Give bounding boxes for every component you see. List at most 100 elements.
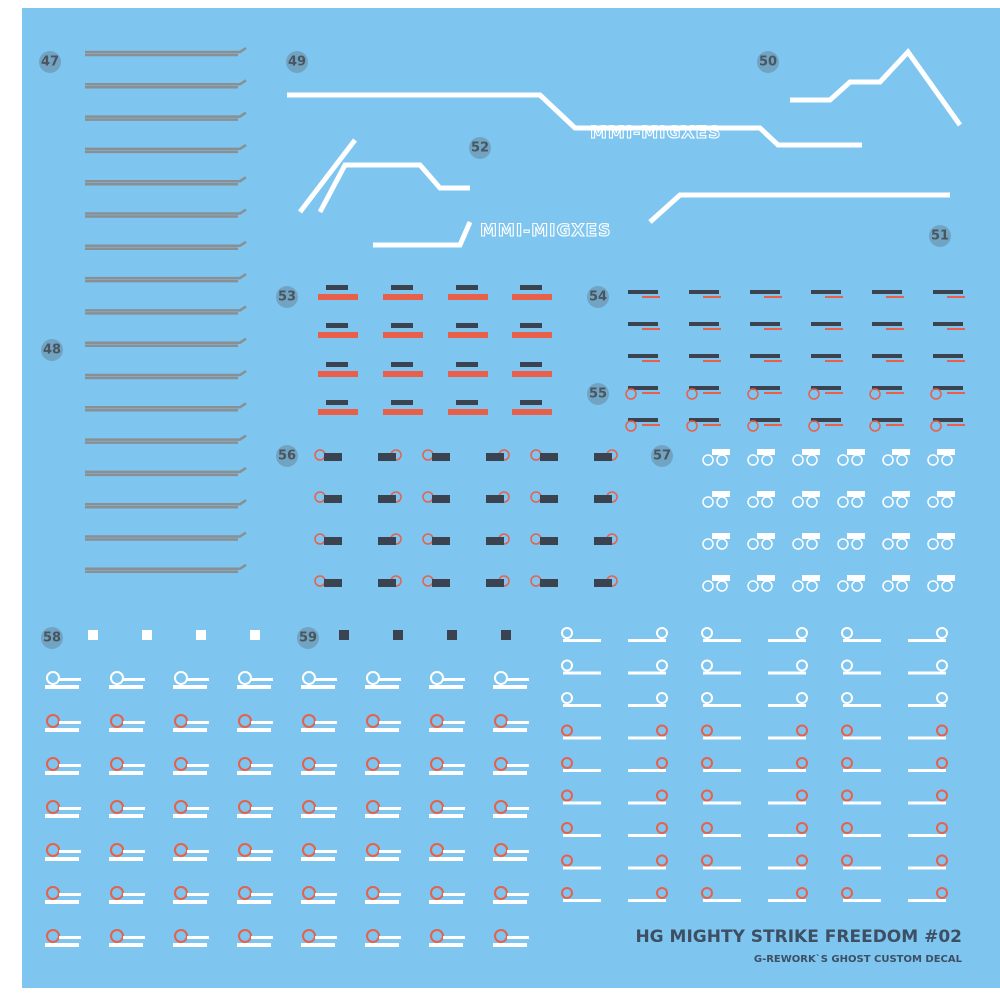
stripe <box>493 728 527 732</box>
ring <box>701 627 713 639</box>
stripe <box>563 834 601 837</box>
dark-tag <box>324 579 342 587</box>
stripe <box>187 850 209 853</box>
red-tag <box>825 392 843 394</box>
stripe <box>628 801 666 805</box>
red-ring <box>869 388 881 400</box>
number-badge <box>929 225 951 247</box>
line-49 <box>287 92 862 148</box>
red-ring <box>808 388 820 400</box>
dark-tag <box>324 495 342 503</box>
dark-tag <box>933 418 963 422</box>
ring <box>936 789 948 802</box>
white-ring <box>747 454 759 466</box>
dark-tag <box>750 322 780 326</box>
white-tag <box>757 449 775 455</box>
stripe <box>843 639 881 642</box>
white-tag <box>937 449 955 455</box>
dark-tag <box>540 495 558 503</box>
ring <box>841 757 853 769</box>
ring <box>841 627 853 639</box>
number-badge <box>39 51 61 73</box>
stripe <box>628 769 666 772</box>
stripe <box>908 834 946 837</box>
red-tag <box>383 371 423 377</box>
small-icon <box>142 630 152 640</box>
stripe <box>365 771 399 775</box>
stripe <box>187 764 209 767</box>
number-badge <box>41 627 63 649</box>
dark-tag <box>628 290 658 294</box>
stripe <box>237 728 271 732</box>
dark-tag <box>689 386 719 390</box>
dark-tag <box>933 354 963 358</box>
stripe <box>908 769 946 772</box>
ring <box>656 627 668 639</box>
gray-stripe <box>85 46 247 57</box>
dark-tag <box>628 386 658 390</box>
ring <box>841 822 853 834</box>
stripe <box>908 639 946 642</box>
stripe <box>768 834 806 837</box>
dark-tag <box>324 453 342 461</box>
stripe <box>429 900 463 904</box>
section-number: 59 <box>299 631 317 646</box>
red-tag <box>318 294 358 300</box>
dark-tag <box>750 386 780 390</box>
stripe <box>123 764 145 767</box>
stripe <box>45 900 79 904</box>
dark-tag <box>689 418 719 422</box>
red-tag <box>318 371 358 377</box>
dark-tag <box>432 453 450 461</box>
stripe <box>365 900 399 904</box>
dark-tag <box>456 285 478 290</box>
gray-stripe <box>85 79 247 89</box>
ring <box>656 724 668 737</box>
dark-tag <box>872 354 902 358</box>
ring <box>561 887 573 899</box>
dark-tag <box>520 285 542 290</box>
white-tag <box>712 449 730 455</box>
stripe <box>123 936 145 939</box>
line-52 <box>298 138 470 214</box>
line-50 <box>790 48 963 127</box>
dark-tag <box>378 453 396 461</box>
white-ring <box>702 496 714 508</box>
stripe <box>45 771 79 775</box>
ring <box>936 724 948 737</box>
gray-stripe <box>85 434 247 444</box>
ring <box>841 854 853 867</box>
dark-tag <box>811 354 841 358</box>
white-ring <box>882 538 894 550</box>
red-tag <box>947 296 965 298</box>
white-tag <box>892 491 910 497</box>
stripe <box>109 728 143 732</box>
gray-stripe <box>85 337 247 347</box>
white-ring <box>927 496 939 508</box>
white-ring <box>792 538 804 550</box>
section-number: 50 <box>759 55 777 70</box>
gray-stripe <box>85 499 247 509</box>
stripe <box>301 685 335 689</box>
stripe <box>703 899 741 902</box>
stripe <box>365 814 399 818</box>
section-number: 52 <box>471 141 489 156</box>
section-number: 56 <box>278 449 296 464</box>
stripe <box>173 814 207 818</box>
ring <box>561 724 573 737</box>
stripe <box>379 807 401 810</box>
dark-tag <box>750 354 780 358</box>
stripe <box>429 771 463 775</box>
stripe <box>493 900 527 904</box>
small-icon <box>393 630 403 640</box>
stripe <box>443 764 465 767</box>
stripe <box>703 801 741 805</box>
dark-tag <box>326 323 348 328</box>
red-ring <box>808 420 820 432</box>
stripe <box>45 728 79 732</box>
red-tag <box>764 392 782 394</box>
ring <box>656 854 668 867</box>
stripe <box>507 850 529 853</box>
stripe <box>251 764 273 767</box>
white-ring <box>747 580 759 592</box>
